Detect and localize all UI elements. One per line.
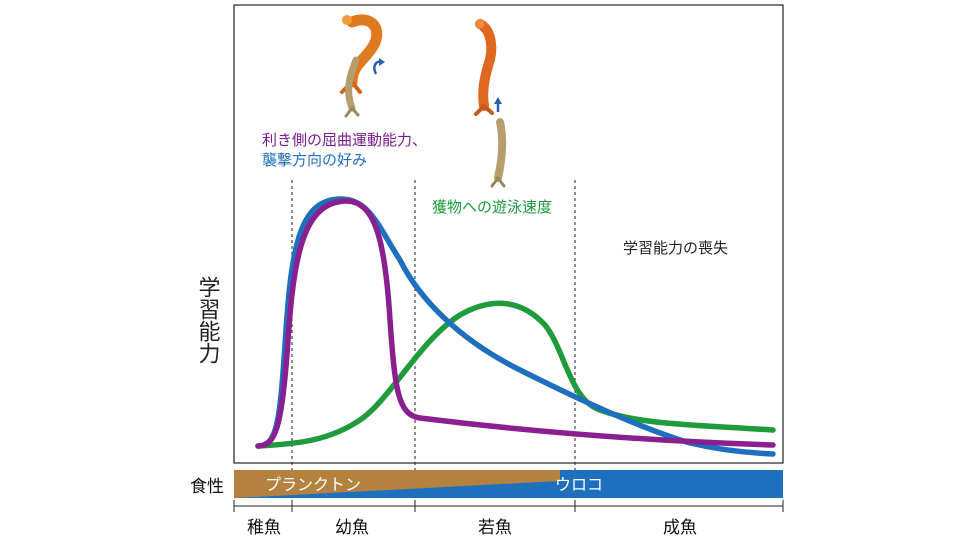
fish-attack-forward-icon [474, 19, 507, 188]
purple-curve-label-line1: 利き側の屈曲運動能力、 [262, 131, 427, 149]
stage-label-juvenile: 幼魚 [335, 518, 369, 538]
stage-label-adult: 成魚 [663, 518, 697, 538]
green-curve [255, 300, 776, 449]
loss-of-learning-label: 学習能力の喪失 [623, 239, 728, 257]
stage-label-fry: 稚魚 [247, 518, 281, 538]
y-axis-label: 学習能力 [195, 276, 220, 364]
stage-label-young: 若魚 [478, 518, 512, 538]
green-curve-label: 獲物への遊泳速度 [432, 198, 552, 216]
fish-attack-left-icon [340, 14, 385, 118]
diet-label: 食性 [190, 477, 224, 497]
diet-scales-label: ウロコ [555, 475, 603, 494]
diet-bar-scales-overlay [234, 470, 783, 498]
blue-curve-label-line2: 襲撃方向の好み [262, 151, 367, 169]
blue-curve [255, 196, 776, 457]
purple-curve [255, 198, 776, 449]
plot-frame [233, 4, 784, 464]
diet-plankton-label: プランクトン [265, 475, 361, 494]
